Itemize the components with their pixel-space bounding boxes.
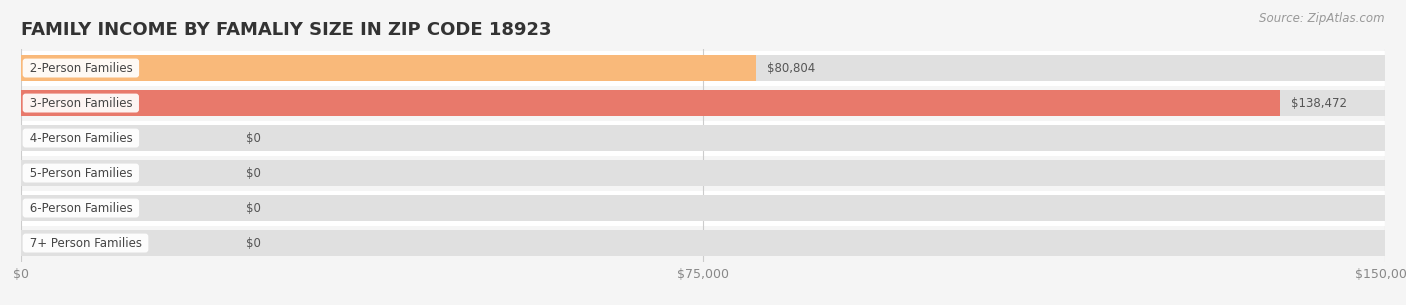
Text: $0: $0 bbox=[246, 202, 262, 214]
Bar bbox=[21, 196, 1385, 221]
Bar bbox=[21, 156, 1385, 191]
Bar bbox=[21, 91, 1385, 116]
Bar bbox=[21, 160, 1385, 186]
Text: Source: ZipAtlas.com: Source: ZipAtlas.com bbox=[1260, 12, 1385, 25]
Bar bbox=[21, 51, 1385, 85]
Text: 6-Person Families: 6-Person Families bbox=[25, 202, 136, 214]
Text: $80,804: $80,804 bbox=[766, 62, 815, 74]
Text: 4-Person Families: 4-Person Families bbox=[25, 131, 136, 145]
Text: $138,472: $138,472 bbox=[1291, 97, 1347, 109]
Bar bbox=[21, 231, 1385, 256]
Text: $0: $0 bbox=[246, 237, 262, 249]
Text: FAMILY INCOME BY FAMALIY SIZE IN ZIP CODE 18923: FAMILY INCOME BY FAMALIY SIZE IN ZIP COD… bbox=[21, 21, 551, 39]
Text: $0: $0 bbox=[246, 131, 262, 145]
Bar bbox=[21, 191, 1385, 226]
Bar bbox=[21, 120, 1385, 156]
Bar bbox=[21, 91, 1279, 116]
Bar bbox=[21, 56, 1385, 81]
Text: 7+ Person Families: 7+ Person Families bbox=[25, 237, 145, 249]
Bar bbox=[21, 125, 1385, 151]
Bar bbox=[21, 226, 1385, 260]
Text: $0: $0 bbox=[246, 167, 262, 180]
Bar bbox=[21, 85, 1385, 120]
Bar bbox=[21, 56, 756, 81]
Text: 3-Person Families: 3-Person Families bbox=[25, 97, 136, 109]
Text: 5-Person Families: 5-Person Families bbox=[25, 167, 136, 180]
Text: 2-Person Families: 2-Person Families bbox=[25, 62, 136, 74]
